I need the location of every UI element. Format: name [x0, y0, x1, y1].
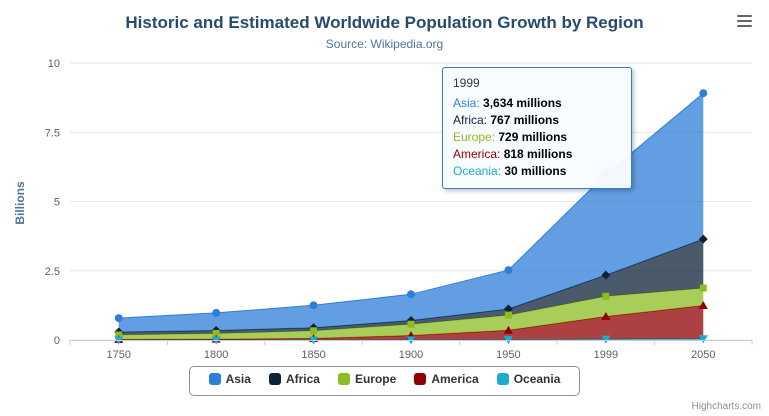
- point-asia-1950[interactable]: [504, 266, 513, 275]
- point-europe-1850[interactable]: [310, 327, 318, 335]
- x-axis-label: 1750: [106, 349, 130, 361]
- y-axis-label: 7.5: [45, 127, 60, 139]
- tooltip-row: Oceania: 30 millions: [453, 163, 621, 180]
- y-axis-label: 0: [54, 335, 60, 347]
- tooltip-value: 767 millions: [490, 113, 560, 127]
- tooltip-series-name: Asia:: [453, 96, 484, 110]
- tooltip-row: Africa: 767 millions: [453, 112, 621, 129]
- legend: Asia Africa Europe America Oceania: [188, 366, 581, 396]
- tooltip-value: 30 millions: [504, 164, 567, 178]
- y-axis-label: 2.5: [45, 266, 60, 278]
- credits-link[interactable]: Highcharts.com: [691, 401, 761, 412]
- point-america-1950[interactable]: [503, 325, 513, 334]
- point-america-2050[interactable]: [698, 300, 708, 309]
- tooltip-rows: Asia: 3,634 millions Africa: 767 millions…: [453, 95, 621, 180]
- tooltip-value: 729 millions: [498, 130, 568, 144]
- tooltip-series-name: Oceania:: [453, 164, 505, 178]
- legend-item-africa[interactable]: Africa: [268, 372, 320, 386]
- legend-symbol: [208, 373, 221, 385]
- x-axis-label: 1999: [594, 349, 618, 361]
- series-area-africa[interactable]: [118, 239, 704, 335]
- tooltip-row: America: 818 millions: [453, 146, 621, 163]
- x-axis-label: 1800: [204, 349, 228, 361]
- legend-item-america[interactable]: America: [414, 372, 479, 386]
- tooltip-value: 3,634 millions: [483, 96, 562, 110]
- point-africa-1950[interactable]: [503, 304, 513, 314]
- x-axis-label: 2050: [691, 349, 715, 361]
- legend-label: Africa: [285, 372, 320, 386]
- tooltip-row: Europe: 729 millions: [453, 129, 621, 146]
- point-asia-1750[interactable]: [114, 314, 123, 323]
- hamburger-icon: [737, 15, 752, 17]
- series-area-asia[interactable]: [118, 93, 704, 332]
- legend-item-asia[interactable]: Asia: [208, 372, 251, 386]
- point-africa-1999[interactable]: [601, 270, 611, 280]
- legend-label: Europe: [354, 372, 397, 386]
- tooltip: 1999 Asia: 3,634 millions Africa: 767 mil…: [442, 67, 632, 189]
- hamburger-icon: [737, 20, 752, 22]
- tooltip-series-name: Europe:: [453, 130, 499, 144]
- legend-symbol: [268, 373, 281, 385]
- legend-wrap: Asia Africa Europe America Oceania: [0, 366, 769, 396]
- point-europe-1999[interactable]: [602, 292, 610, 300]
- legend-symbol: [496, 373, 509, 385]
- x-axis-label: 1950: [496, 349, 520, 361]
- chart-subtitle: Source: Wikipedia.org: [325, 37, 444, 51]
- point-africa-2050[interactable]: [698, 234, 708, 244]
- y-axis-label: 10: [48, 58, 60, 70]
- tooltip-row: Asia: 3,634 millions: [453, 95, 621, 112]
- legend-label: Asia: [225, 372, 251, 386]
- legend-item-europe[interactable]: Europe: [337, 372, 397, 386]
- point-europe-1900[interactable]: [407, 320, 415, 328]
- point-asia-1800[interactable]: [212, 308, 221, 317]
- point-oceania-1999[interactable]: [601, 335, 611, 344]
- tooltip-value: 818 millions: [503, 147, 573, 161]
- point-asia-2050[interactable]: [699, 89, 708, 98]
- y-axis-label: 5: [54, 197, 60, 209]
- legend-symbol: [337, 373, 350, 385]
- point-europe-1750[interactable]: [115, 331, 123, 339]
- context-menu-button[interactable]: [735, 10, 757, 30]
- tooltip-series-name: America:: [453, 147, 504, 161]
- point-europe-2050[interactable]: [699, 284, 707, 292]
- x-axis-label: 1900: [399, 349, 423, 361]
- hamburger-icon: [737, 25, 752, 27]
- legend-label: America: [431, 372, 479, 386]
- point-america-1999[interactable]: [601, 312, 611, 321]
- point-asia-1850[interactable]: [309, 301, 318, 310]
- series-area-america[interactable]: [118, 305, 704, 340]
- point-europe-1950[interactable]: [504, 311, 512, 319]
- legend-symbol: [414, 373, 427, 385]
- chart-title: Historic and Estimated Worldwide Populat…: [125, 13, 644, 32]
- point-europe-1800[interactable]: [212, 329, 220, 337]
- legend-label: Oceania: [513, 372, 561, 386]
- point-oceania-2050[interactable]: [698, 335, 708, 344]
- legend-item-oceania[interactable]: Oceania: [496, 372, 561, 386]
- tooltip-header: 1999: [453, 76, 480, 90]
- x-axis-label: 1850: [301, 349, 325, 361]
- tooltip-series-name: Africa:: [453, 113, 491, 127]
- point-asia-1900[interactable]: [407, 290, 415, 299]
